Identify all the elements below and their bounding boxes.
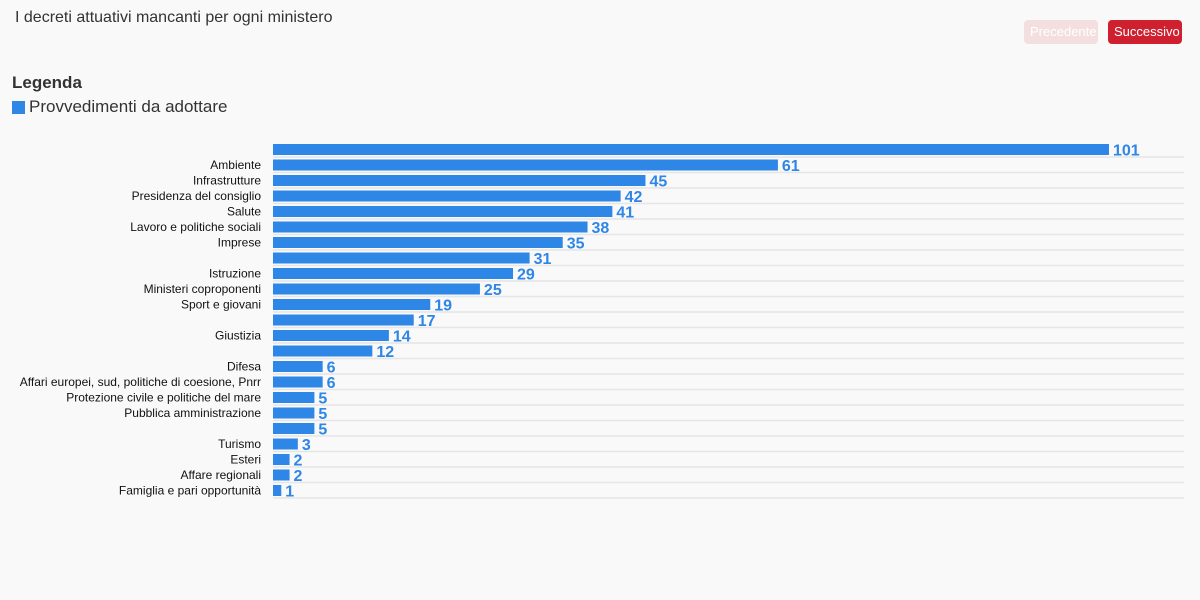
category-label: Imprese [218, 236, 262, 250]
bar[interactable] [273, 252, 530, 264]
category-label: Salute [227, 205, 261, 219]
next-button[interactable]: Successivo [1108, 20, 1182, 44]
bar[interactable] [273, 175, 646, 186]
value-label: 61 [782, 158, 800, 175]
value-label: 42 [625, 189, 643, 206]
bar[interactable] [273, 206, 613, 217]
chart-title: I decreti attuativi mancanti per ogni mi… [15, 9, 333, 26]
bar[interactable] [273, 345, 373, 357]
value-label: 1 [285, 484, 294, 501]
category-label: Famiglia e pari opportunità [119, 484, 261, 498]
category-label: Difesa [227, 360, 261, 374]
bar[interactable] [273, 283, 480, 295]
bar[interactable] [273, 159, 778, 171]
bar[interactable] [273, 361, 323, 372]
bar[interactable] [273, 144, 1109, 155]
category-label: Turismo [218, 437, 261, 451]
category-label: Lavoro e politiche sociali [130, 220, 261, 234]
legend-title: Legenda [12, 73, 82, 92]
bar[interactable] [273, 299, 431, 310]
value-label: 25 [484, 282, 502, 299]
category-label: Ambiente [210, 158, 261, 172]
bar[interactable] [273, 330, 389, 341]
category-label: Infrastrutture [193, 174, 261, 188]
category-label: Ministeri coproponenti [144, 282, 261, 296]
previous-button[interactable]: Precedente [1024, 20, 1098, 44]
value-label: 41 [616, 205, 634, 222]
category-label: Affare regionali [181, 468, 262, 482]
bar[interactable] [273, 423, 315, 434]
value-label: 12 [376, 344, 394, 361]
category-label: Pubblica amministrazione [124, 406, 261, 420]
value-label: 14 [393, 329, 411, 346]
value-label: 45 [649, 174, 667, 191]
bar[interactable] [273, 268, 514, 279]
value-label: 5 [318, 406, 327, 423]
value-label: 19 [434, 298, 452, 315]
value-label: 2 [294, 468, 303, 485]
bar[interactable] [273, 221, 588, 233]
bar[interactable] [273, 407, 315, 419]
legend-item-label: Provvedimenti da adottare [29, 97, 228, 116]
value-label: 35 [567, 236, 585, 253]
bar[interactable] [273, 314, 414, 326]
legend-swatch [12, 100, 25, 114]
value-label: 29 [517, 267, 535, 284]
bar[interactable] [273, 376, 323, 388]
value-label: 101 [1113, 143, 1140, 160]
category-label: Sport e giovani [181, 298, 261, 312]
category-label: Giustizia [215, 329, 261, 343]
value-label: 2 [294, 453, 303, 470]
bar[interactable] [273, 190, 621, 202]
bar[interactable] [273, 438, 298, 450]
legend-item[interactable]: Provvedimenti da adottare [12, 97, 227, 117]
value-label: 3 [302, 437, 311, 454]
value-label: 5 [318, 422, 327, 439]
value-label: 38 [592, 220, 610, 237]
category-label: Affari europei, sud, politiche di coesio… [20, 375, 261, 389]
value-label: 5 [318, 391, 327, 408]
bar[interactable] [273, 392, 315, 403]
bar[interactable] [273, 454, 290, 465]
value-label: 6 [327, 360, 336, 377]
value-label: 6 [327, 375, 336, 392]
value-label: 31 [534, 251, 552, 268]
category-label: Presidenza del consiglio [132, 189, 262, 203]
category-label: Esteri [230, 453, 261, 467]
category-label: Istruzione [209, 267, 261, 281]
bar[interactable] [273, 469, 290, 481]
value-label: 17 [418, 313, 436, 330]
bar[interactable] [273, 237, 563, 248]
category-label: Protezione civile e politiche del mare [66, 391, 261, 405]
bar[interactable] [273, 485, 282, 496]
